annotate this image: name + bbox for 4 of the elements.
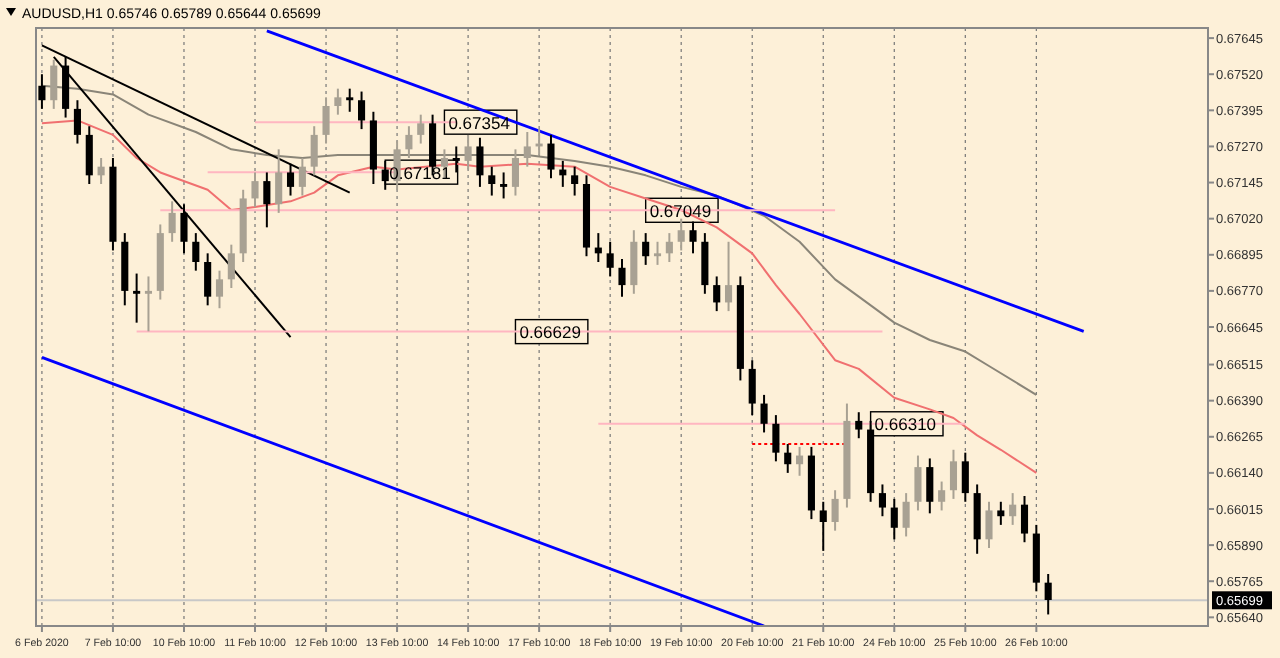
- data-label: 0.66629: [519, 322, 582, 343]
- data-label: 0.66310: [874, 414, 937, 435]
- data-label: 0.67181: [389, 162, 452, 183]
- data-label: 0.67354: [448, 112, 511, 133]
